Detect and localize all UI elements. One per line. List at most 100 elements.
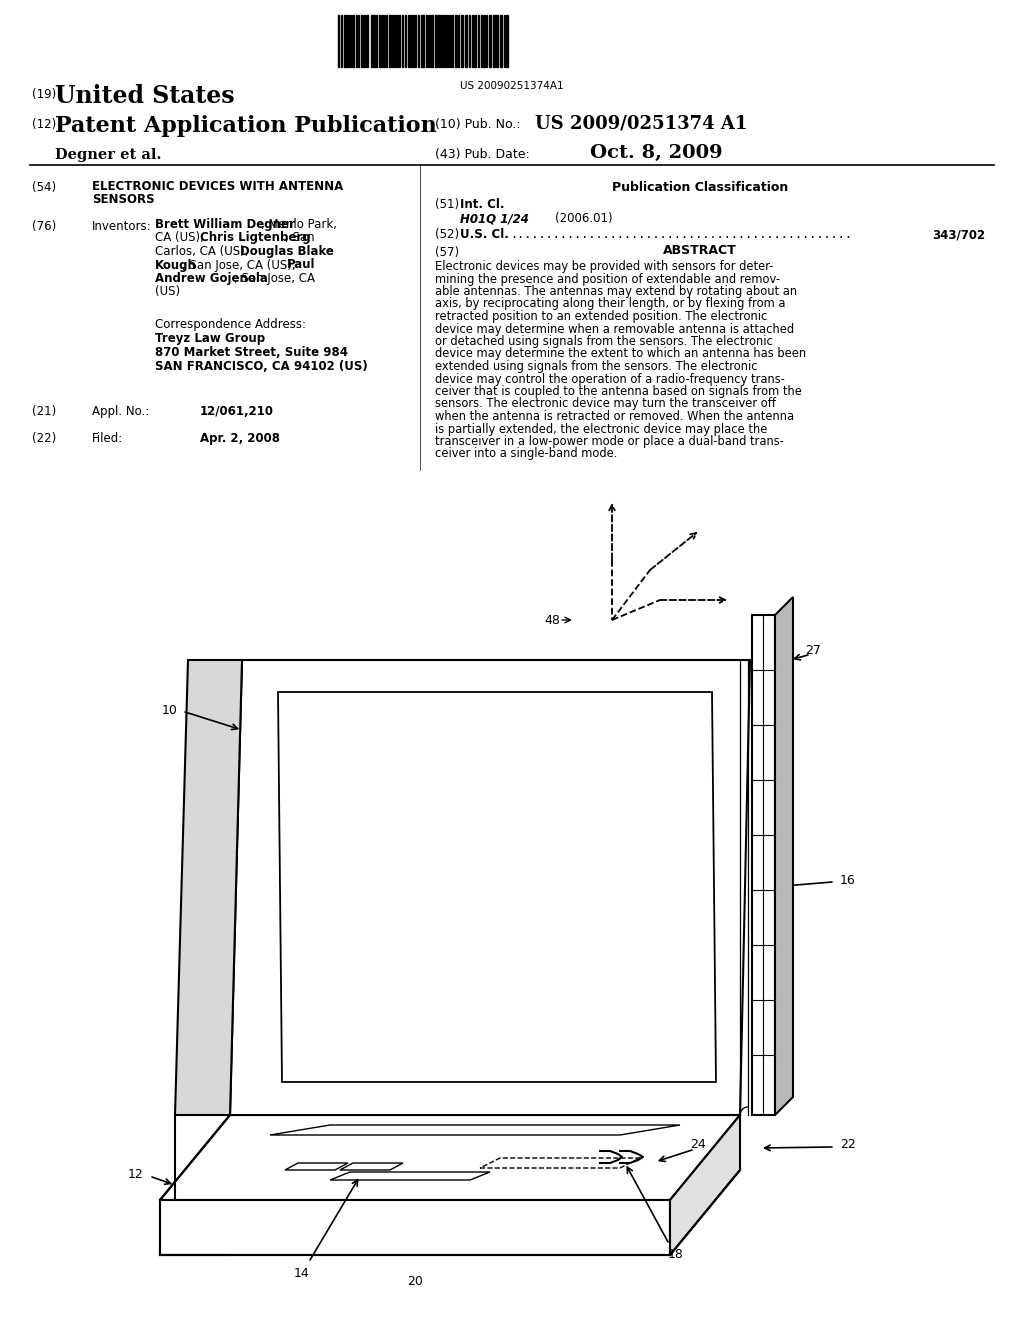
Text: is partially extended, the electronic device may place the: is partially extended, the electronic de…: [435, 422, 767, 436]
Bar: [474, 15, 476, 67]
Text: or detached using signals from the sensors. The electronic: or detached using signals from the senso…: [435, 335, 773, 348]
Bar: [483, 15, 485, 67]
Bar: [455, 15, 457, 67]
Text: Carlos, CA (US);: Carlos, CA (US);: [155, 246, 253, 257]
Text: 870 Market Street, Suite 984: 870 Market Street, Suite 984: [155, 346, 348, 359]
Text: 18: 18: [668, 1247, 684, 1261]
Bar: [435, 15, 437, 67]
Text: (54): (54): [32, 181, 56, 194]
Text: CA (US);: CA (US);: [155, 231, 208, 244]
Text: 48: 48: [544, 614, 560, 627]
Text: Electronic devices may be provided with sensors for deter-: Electronic devices may be provided with …: [435, 260, 773, 273]
Bar: [430, 15, 433, 67]
Text: able antennas. The antennas may extend by rotating about an: able antennas. The antennas may extend b…: [435, 285, 797, 298]
Text: ceiver into a single-band mode.: ceiver into a single-band mode.: [435, 447, 617, 461]
Text: Paul: Paul: [287, 259, 315, 272]
Bar: [366, 15, 368, 67]
Bar: [465, 15, 467, 67]
Text: mining the presence and position of extendable and remov-: mining the presence and position of exte…: [435, 272, 780, 285]
Text: , San: , San: [285, 231, 314, 244]
Text: 20: 20: [408, 1275, 423, 1288]
Text: Oct. 8, 2009: Oct. 8, 2009: [590, 144, 723, 162]
Text: (21): (21): [32, 405, 56, 418]
Text: Inventors:: Inventors:: [92, 220, 152, 234]
Text: SENSORS: SENSORS: [92, 193, 155, 206]
Bar: [500, 15, 502, 67]
Text: Apr. 2, 2008: Apr. 2, 2008: [200, 432, 280, 445]
Text: (12): (12): [32, 117, 56, 131]
Text: 343/702: 343/702: [932, 228, 985, 242]
Text: 24: 24: [690, 1138, 706, 1151]
Bar: [379, 15, 381, 67]
Text: (51): (51): [435, 198, 459, 211]
Text: US 20090251374A1: US 20090251374A1: [460, 81, 564, 91]
Text: United States: United States: [55, 84, 234, 108]
Text: axis, by reciprocating along their length, or by flexing from a: axis, by reciprocating along their lengt…: [435, 297, 785, 310]
Text: ABSTRACT: ABSTRACT: [664, 244, 737, 257]
Text: 27: 27: [805, 644, 821, 656]
Polygon shape: [775, 597, 793, 1115]
Bar: [443, 15, 445, 67]
Text: (19): (19): [32, 88, 56, 102]
Text: Chris Ligtenberg: Chris Ligtenberg: [200, 231, 310, 244]
Text: , Menlo Park,: , Menlo Park,: [261, 218, 337, 231]
Bar: [373, 15, 375, 67]
Text: Kough: Kough: [155, 259, 197, 272]
Text: sensors. The electronic device may turn the transceiver off: sensors. The electronic device may turn …: [435, 397, 776, 411]
Text: Andrew Gojenola: Andrew Gojenola: [155, 272, 268, 285]
Text: ................................................: ........................................…: [510, 228, 852, 242]
Text: (76): (76): [32, 220, 56, 234]
Bar: [362, 15, 365, 67]
Polygon shape: [160, 1200, 670, 1255]
Bar: [438, 15, 440, 67]
Bar: [396, 15, 398, 67]
Text: device may determine when a removable antenna is attached: device may determine when a removable an…: [435, 322, 795, 335]
Text: Correspondence Address:: Correspondence Address:: [155, 318, 306, 331]
Text: 12/061,210: 12/061,210: [200, 405, 274, 418]
Bar: [352, 15, 354, 67]
Text: U.S. Cl.: U.S. Cl.: [460, 228, 509, 242]
Polygon shape: [175, 660, 242, 1115]
Text: (52): (52): [435, 228, 459, 242]
Text: , San Jose, CA (US);: , San Jose, CA (US);: [181, 259, 299, 272]
Text: device may determine the extent to which an antenna has been: device may determine the extent to which…: [435, 347, 806, 360]
Text: Degner et al.: Degner et al.: [55, 148, 162, 162]
Text: H01Q 1/24: H01Q 1/24: [460, 213, 528, 224]
Text: Douglas Blake: Douglas Blake: [240, 246, 334, 257]
Text: Treyz Law Group: Treyz Law Group: [155, 333, 265, 345]
Text: ceiver that is coupled to the antenna based on signals from the: ceiver that is coupled to the antenna ba…: [435, 385, 802, 399]
Polygon shape: [670, 1115, 740, 1255]
Text: Appl. No.:: Appl. No.:: [92, 405, 150, 418]
Text: (US): (US): [155, 285, 180, 298]
Text: US 2009/0251374 A1: US 2009/0251374 A1: [535, 114, 748, 132]
Text: 14: 14: [294, 1267, 310, 1280]
Bar: [389, 15, 391, 67]
Text: device may control the operation of a radio-frequency trans-: device may control the operation of a ra…: [435, 372, 784, 385]
Text: Publication Classification: Publication Classification: [612, 181, 788, 194]
Text: transceiver in a low-power mode or place a dual-band trans-: transceiver in a low-power mode or place…: [435, 436, 784, 447]
Bar: [344, 15, 347, 67]
Text: Filed:: Filed:: [92, 432, 123, 445]
Text: when the antenna is retracted or removed. When the antenna: when the antenna is retracted or removed…: [435, 411, 795, 422]
Bar: [410, 15, 412, 67]
Polygon shape: [160, 1115, 740, 1200]
Text: Int. Cl.: Int. Cl.: [460, 198, 505, 211]
Text: (22): (22): [32, 432, 56, 445]
Polygon shape: [752, 615, 775, 1115]
Polygon shape: [230, 660, 750, 1115]
Text: retracted position to an extended position. The electronic: retracted position to an extended positi…: [435, 310, 767, 323]
Text: , San Jose, CA: , San Jose, CA: [234, 272, 315, 285]
Text: Brett William Degner: Brett William Degner: [155, 218, 295, 231]
Bar: [489, 15, 490, 67]
Text: 12: 12: [127, 1168, 143, 1181]
Text: SAN FRANCISCO, CA 94102 (US): SAN FRANCISCO, CA 94102 (US): [155, 360, 368, 374]
Text: 22: 22: [840, 1138, 856, 1151]
Text: (10) Pub. No.:: (10) Pub. No.:: [435, 117, 520, 131]
Bar: [506, 15, 508, 67]
Text: extended using signals from the sensors. The electronic: extended using signals from the sensors.…: [435, 360, 758, 374]
Text: (43) Pub. Date:: (43) Pub. Date:: [435, 148, 529, 161]
Text: 16: 16: [840, 874, 856, 887]
Bar: [421, 15, 424, 67]
Text: (57): (57): [435, 246, 459, 259]
Text: ELECTRONIC DEVICES WITH ANTENNA: ELECTRONIC DEVICES WITH ANTENNA: [92, 180, 343, 193]
